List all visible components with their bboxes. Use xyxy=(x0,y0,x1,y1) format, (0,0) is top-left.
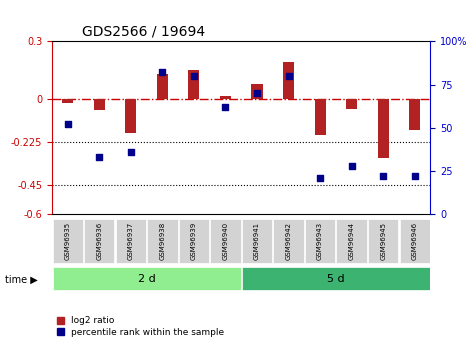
Text: 2 d: 2 d xyxy=(138,274,156,284)
FancyBboxPatch shape xyxy=(210,219,241,263)
FancyBboxPatch shape xyxy=(273,219,304,263)
Bar xyxy=(346,99,357,109)
Point xyxy=(222,104,229,110)
Bar xyxy=(125,99,136,134)
Text: GSM96940: GSM96940 xyxy=(222,221,228,260)
Text: GSM96936: GSM96936 xyxy=(96,221,102,260)
FancyBboxPatch shape xyxy=(242,219,272,263)
Point xyxy=(190,73,198,79)
Text: GSM96941: GSM96941 xyxy=(254,221,260,260)
Point xyxy=(285,73,292,79)
Point xyxy=(96,154,103,160)
FancyBboxPatch shape xyxy=(179,219,209,263)
Bar xyxy=(315,99,325,135)
Text: GSM96939: GSM96939 xyxy=(191,221,197,260)
Point xyxy=(348,163,355,168)
Text: GDS2566 / 19694: GDS2566 / 19694 xyxy=(82,25,205,39)
Text: GSM96937: GSM96937 xyxy=(128,221,134,260)
Point xyxy=(411,173,419,179)
Bar xyxy=(377,99,389,158)
FancyBboxPatch shape xyxy=(84,219,114,263)
Bar xyxy=(62,99,73,103)
Bar xyxy=(283,62,294,99)
Text: GSM96942: GSM96942 xyxy=(286,221,291,260)
Text: 5 d: 5 d xyxy=(327,274,345,284)
FancyBboxPatch shape xyxy=(53,267,241,290)
Legend: log2 ratio, percentile rank within the sample: log2 ratio, percentile rank within the s… xyxy=(57,316,224,337)
Bar xyxy=(94,99,105,110)
Bar xyxy=(252,83,263,99)
Bar xyxy=(188,70,200,99)
Text: GSM96938: GSM96938 xyxy=(159,221,166,260)
FancyBboxPatch shape xyxy=(305,219,335,263)
Text: GSM96943: GSM96943 xyxy=(317,221,323,260)
Text: GSM96944: GSM96944 xyxy=(349,221,355,260)
Point xyxy=(316,175,324,180)
Point xyxy=(158,70,166,75)
FancyBboxPatch shape xyxy=(53,219,83,263)
FancyBboxPatch shape xyxy=(368,219,398,263)
FancyBboxPatch shape xyxy=(336,219,367,263)
FancyBboxPatch shape xyxy=(116,219,146,263)
FancyBboxPatch shape xyxy=(147,219,177,263)
Text: time ▶: time ▶ xyxy=(5,275,37,284)
Text: GSM96945: GSM96945 xyxy=(380,221,386,260)
FancyBboxPatch shape xyxy=(400,219,430,263)
Point xyxy=(253,90,261,96)
Text: GSM96946: GSM96946 xyxy=(412,221,418,260)
Point xyxy=(64,121,71,127)
Bar xyxy=(220,96,231,99)
Point xyxy=(127,149,135,155)
Bar xyxy=(409,99,420,130)
Point xyxy=(379,173,387,179)
Text: GSM96935: GSM96935 xyxy=(65,221,71,260)
Bar xyxy=(157,74,168,99)
FancyBboxPatch shape xyxy=(242,267,430,290)
